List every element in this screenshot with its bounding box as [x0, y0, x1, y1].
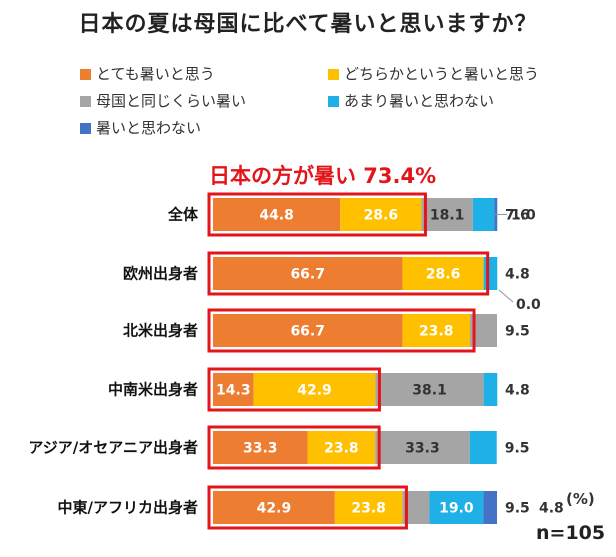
bar-segment	[483, 491, 497, 524]
bar-segment	[472, 198, 495, 231]
data-label: 66.7	[290, 267, 325, 283]
bar-segment	[421, 198, 473, 231]
data-label: 28.6	[364, 208, 399, 224]
data-label: 19.0	[439, 501, 474, 517]
data-label: 14.3	[216, 383, 251, 399]
highlight-box	[207, 425, 381, 470]
data-label: 9.5	[505, 324, 530, 340]
data-label: 23.8	[324, 441, 359, 457]
category-label: 北米出身者	[123, 322, 198, 340]
sample-size: n=105	[536, 522, 606, 544]
bar-segment	[213, 198, 341, 231]
bar-segment	[213, 257, 403, 290]
bar-segment	[213, 491, 335, 524]
legend-item-same: 母国と同じくらい暑い	[80, 90, 246, 111]
data-label: 33.3	[243, 441, 278, 457]
leader-line	[498, 289, 514, 303]
bar-segment	[340, 198, 422, 231]
category-label: アジア/オセアニア出身者	[28, 439, 198, 457]
bar-segment	[402, 257, 484, 290]
data-label: 44.8	[259, 208, 294, 224]
bar-segment	[483, 373, 498, 406]
data-label: 9.5	[505, 501, 530, 517]
bar-segment	[469, 431, 497, 464]
data-label: 33.3	[405, 441, 440, 457]
legend-swatch	[80, 96, 91, 107]
data-label: 42.9	[257, 501, 292, 517]
bar-segment	[375, 431, 470, 464]
data-label: 18.1	[430, 208, 465, 224]
bar-segment	[483, 257, 498, 290]
bar-segment	[334, 491, 403, 524]
highlight-box	[207, 308, 476, 353]
data-label: 7.6	[505, 208, 530, 224]
legend-label: 母国と同じくらい暑い	[96, 92, 247, 110]
data-label: 0.0	[516, 297, 541, 313]
legend-swatch	[80, 123, 91, 134]
legend-swatch	[80, 69, 91, 80]
category-label: 全体	[167, 206, 199, 224]
data-label: 1.0	[511, 208, 536, 224]
highlight-box	[207, 251, 490, 296]
data-label: 4.8	[505, 383, 530, 399]
highlight-box	[207, 367, 381, 412]
bar-segment	[213, 314, 403, 347]
data-label: 4.8	[505, 267, 530, 283]
bar-segment	[375, 373, 484, 406]
data-label: 23.8	[419, 324, 454, 340]
highlight-box	[207, 485, 408, 530]
legend-item-not-very-hot: あまり暑いと思わない	[328, 90, 494, 111]
legend-item-somewhat-hot: どちらかというと暑いと思う	[328, 63, 539, 84]
highlight-box	[207, 192, 427, 237]
category-label: 欧州出身者	[123, 265, 198, 283]
legend-label: あまり暑いと思わない	[344, 92, 495, 110]
bar-segment	[402, 314, 471, 347]
data-label: 28.6	[426, 267, 461, 283]
legend-swatch	[328, 96, 339, 107]
legend-label: どちらかというと暑いと思う	[344, 65, 540, 83]
legend-item-very-hot: とても暑いと思う	[80, 63, 215, 84]
category-label: 中東/アフリカ出身者	[58, 499, 198, 517]
bar-segment	[253, 373, 376, 406]
data-label: 4.8	[539, 501, 564, 517]
data-label: 38.1	[412, 383, 447, 399]
hotter-in-japan-callout: 日本の方が暑い 73.4%	[209, 164, 437, 188]
bar-segment	[213, 431, 308, 464]
data-label: 66.7	[290, 324, 325, 340]
data-label: 23.8	[351, 501, 386, 517]
legend-label: とても暑いと思う	[96, 65, 215, 83]
chart-title: 日本の夏は母国に比べて暑いと思いますか？	[78, 12, 538, 37]
legend-label: 暑いと思わない	[96, 119, 202, 137]
bar-segment	[307, 431, 376, 464]
legend-swatch	[328, 69, 339, 80]
bar-segment	[213, 373, 254, 406]
unit-label: (%)	[566, 490, 595, 508]
data-label: 42.9	[297, 383, 332, 399]
legend-item-not-hot: 暑いと思わない	[80, 117, 201, 138]
category-label: 中南米出身者	[108, 381, 198, 399]
bar-segment	[429, 491, 484, 524]
data-label: 9.5	[505, 441, 530, 457]
